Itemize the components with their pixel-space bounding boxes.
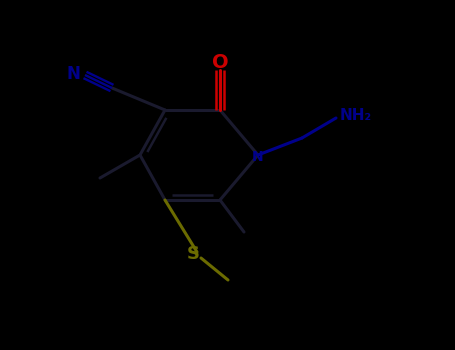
Text: N: N — [252, 150, 264, 164]
Text: NH₂: NH₂ — [340, 108, 372, 124]
Text: S: S — [187, 245, 199, 263]
Text: O: O — [212, 52, 228, 71]
Text: N: N — [66, 65, 80, 83]
